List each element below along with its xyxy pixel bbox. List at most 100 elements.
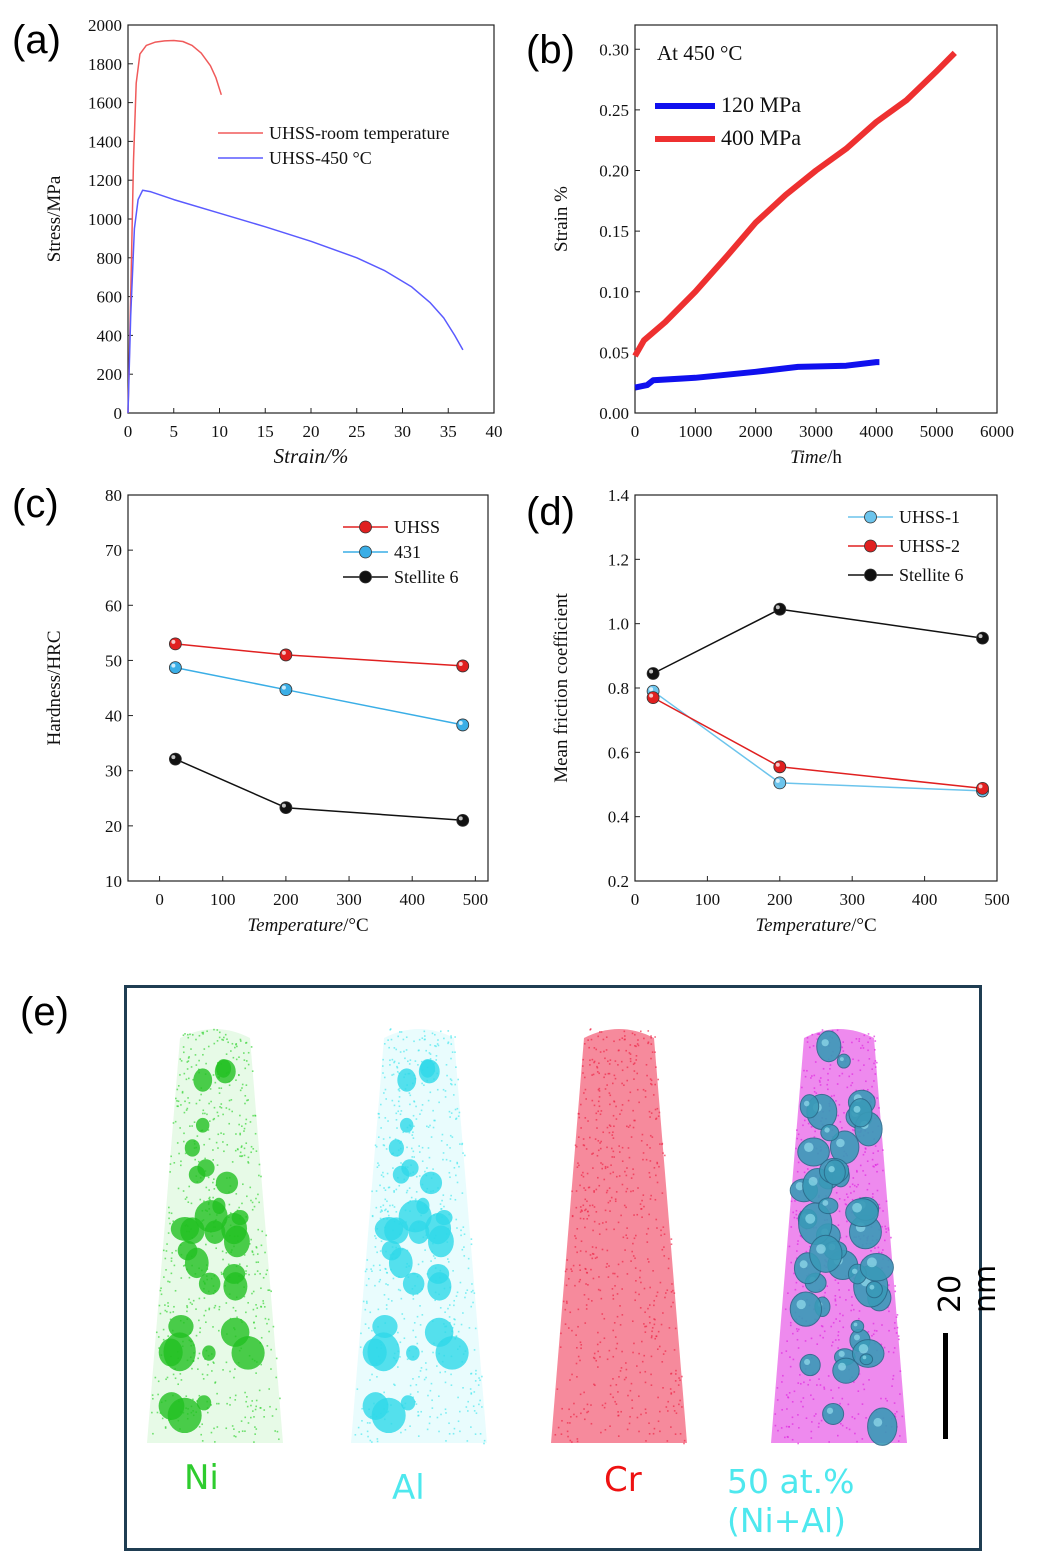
x-axis-label: Time/h	[790, 447, 842, 468]
y-tick-label: 80	[105, 486, 122, 505]
y-tick-label: 0.25	[599, 101, 629, 120]
chart-b-creep-strain: 0 1000 2000 3000 4000 5000 6000 0.00 0.05 0.10 0.1…	[551, 24, 1014, 468]
y-tick-label: 600	[97, 288, 123, 307]
x-tick-label: 0	[124, 422, 133, 441]
x-tick-label: 0	[631, 890, 640, 909]
y-tick-label: 0.15	[599, 222, 629, 241]
y-tick-label: 0.6	[608, 743, 629, 762]
data-point	[773, 776, 787, 790]
data-point-highlight	[171, 755, 176, 760]
series-line-0	[652, 690, 983, 792]
chart-d-friction: 0 100 200 300 400 500 0.2 0.4 0.6 0.8 1.0 1.2 1.4 Tem…	[551, 486, 1010, 936]
legend-marker-2	[864, 568, 877, 582]
data-point	[976, 781, 989, 795]
y-tick-label: 1.4	[608, 486, 630, 505]
x-tick-label: 5000	[920, 422, 954, 441]
data-point-highlight	[775, 778, 780, 783]
x-tick-label: 0	[631, 422, 640, 441]
x-tick-label: 300	[839, 890, 865, 909]
y-tick-label: 50	[105, 651, 122, 670]
legend-label-0: UHSS-room temperature	[269, 123, 449, 143]
y-tick-label: 30	[105, 762, 122, 781]
data-point-highlight	[281, 650, 286, 655]
legend-label-1: 400 MPa	[721, 125, 801, 150]
x-tick-label: 5	[170, 422, 179, 441]
series-line-1	[175, 666, 463, 726]
x-tick-label: 4000	[859, 422, 893, 441]
y-tick-label: 0.2	[608, 872, 629, 891]
y-tick-label: 800	[97, 249, 123, 268]
x-tick-label: 40	[486, 422, 503, 441]
series-line-1	[652, 696, 983, 790]
x-tick-label: 500	[984, 890, 1010, 909]
scale-bar	[943, 1333, 948, 1439]
y-tick-label: 0.30	[599, 40, 629, 59]
y-tick-label: 2000	[88, 16, 122, 35]
x-tick-label: 20	[303, 422, 320, 441]
data-point	[456, 813, 470, 827]
niAl-map	[771, 1029, 907, 1446]
x-tick-label: 300	[336, 890, 362, 909]
plot-frame	[634, 24, 998, 414]
chart-a-stress-strain: 0 5 10 15 20 25 30 35 40020040060080010001200140…	[44, 16, 503, 468]
panel-label-a: (a)	[12, 18, 61, 62]
cr-map	[551, 1028, 687, 1445]
x-tick-label: 25	[348, 422, 365, 441]
y-tick-label: 0.05	[599, 343, 629, 362]
data-point-highlight	[458, 720, 463, 725]
x-tick-label: 400	[912, 890, 938, 909]
y-tick-label: 60	[105, 596, 122, 615]
data-point-highlight	[281, 685, 286, 690]
al-map	[351, 1028, 487, 1445]
data-point	[456, 659, 470, 673]
legend-marker-1	[864, 539, 877, 553]
legend-marker-0	[864, 510, 877, 524]
panel-label-d: (d)	[526, 490, 575, 534]
data-point	[773, 760, 787, 774]
eds-label-ni: Ni	[184, 1458, 219, 1498]
plot-frame	[127, 24, 495, 414]
data-point-highlight	[978, 784, 983, 789]
legend-marker-0	[359, 520, 372, 534]
y-tick-label: 0.10	[599, 283, 629, 302]
panel-label-e: (e)	[20, 990, 69, 1034]
data-point	[773, 602, 787, 616]
eds-map-frame: Ni Al Cr 50 at.% (Ni+Al) 20 nm	[124, 985, 1003, 1551]
x-tick-label: 15	[257, 422, 274, 441]
legend-label-1: UHSS-2	[899, 536, 960, 556]
data-point-highlight	[775, 605, 780, 610]
ni-map	[147, 1028, 283, 1443]
legend-label-1: UHSS-450 °C	[269, 148, 372, 168]
eds-label-al: Al	[392, 1468, 425, 1508]
series-line-0	[175, 643, 463, 667]
series-line-0	[634, 359, 880, 391]
legend-marker-2	[359, 570, 372, 584]
x-tick-label: 100	[695, 890, 721, 909]
x-axis-label: Strain/%	[274, 444, 349, 468]
data-point	[976, 631, 989, 645]
data-point	[456, 718, 470, 732]
x-tick-label: 0	[155, 890, 164, 909]
y-tick-label: 1800	[88, 55, 122, 74]
legend-label-2: Stellite 6	[394, 567, 459, 587]
data-point-highlight	[171, 639, 176, 644]
y-tick-label: 1000	[88, 210, 122, 229]
plot-frame	[127, 494, 489, 882]
chart-c-hardness: 0 100 200 300 400 500 10 20 30 40 50 60 70 80 Temperat…	[44, 486, 489, 936]
panel-label-c: (c)	[12, 482, 59, 526]
x-axis-label: Temperature/°C	[247, 915, 368, 936]
y-tick-label: 0.8	[608, 679, 629, 698]
scale-bar-label: 20 nm	[933, 1264, 1003, 1313]
eds-label-cr: Cr	[604, 1460, 642, 1500]
data-point-highlight	[775, 762, 780, 767]
legend-marker-1	[359, 545, 372, 559]
x-tick-label: 500	[463, 890, 489, 909]
x-tick-label: 3000	[799, 422, 833, 441]
cr-map-body	[551, 1029, 687, 1443]
chart-annotation: At 450 °C	[657, 41, 742, 65]
x-tick-label: 6000	[980, 422, 1014, 441]
x-tick-label: 35	[440, 422, 457, 441]
x-tick-label: 10	[211, 422, 228, 441]
data-point-highlight	[281, 803, 286, 808]
y-tick-label: 10	[105, 872, 122, 891]
